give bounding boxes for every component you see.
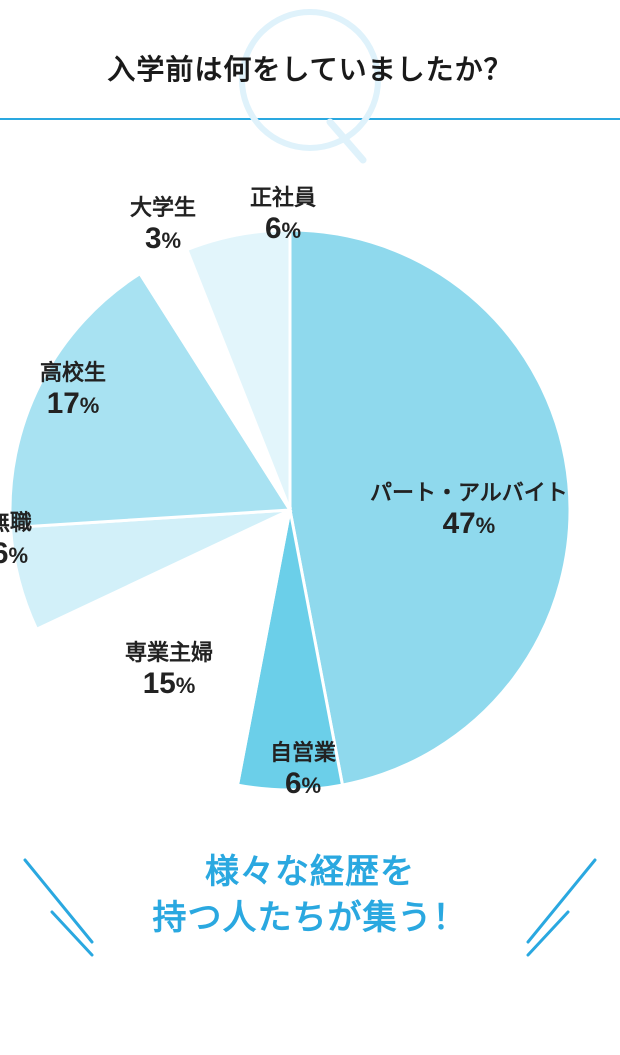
slogan-line2: 持つ人たちが集う！ <box>153 899 468 937</box>
slice-pct: 15% <box>125 666 213 702</box>
slice-pct: 17% <box>40 386 106 422</box>
slice-name: 自営業 <box>270 740 336 766</box>
emphasis-lines-left-icon <box>10 850 100 960</box>
header: 入学前は何をしていましたか？ <box>0 0 620 120</box>
slice-name: 無職 <box>0 510 32 536</box>
slice-pct: 3% <box>130 221 196 257</box>
footer: 様々な経歴を 持つ人たちが集う！ <box>0 850 620 942</box>
slogan-line1: 様々な経歴を <box>205 853 415 891</box>
slice-pct: 6% <box>0 536 32 572</box>
slice-label: 自営業6% <box>270 740 336 802</box>
slice-name: 専業主婦 <box>125 640 213 666</box>
slice-name: 正社員 <box>250 185 316 211</box>
page-title: 入学前は何をしていましたか？ <box>0 48 620 88</box>
slice-label: 無職6% <box>0 510 32 572</box>
slice-pct: 47% <box>370 506 568 542</box>
slice-label: 専業主婦15% <box>125 640 213 702</box>
slice-label: 正社員6% <box>250 185 316 247</box>
slice-name: 大学生 <box>130 195 196 221</box>
slice-pct: 6% <box>250 211 316 247</box>
title-underline <box>0 118 620 120</box>
slice-label: パート・アルバイト47% <box>370 480 568 542</box>
pie-chart: パート・アルバイト47%自営業6%専業主婦15%無職6%高校生17%大学生3%正… <box>0 210 620 810</box>
slice-name: パート・アルバイト <box>370 480 568 506</box>
emphasis-lines-right-icon <box>520 850 610 960</box>
slice-pct: 6% <box>270 766 336 802</box>
slice-name: 高校生 <box>40 360 106 386</box>
slice-label: 大学生3% <box>130 195 196 257</box>
slogan: 様々な経歴を 持つ人たちが集う！ <box>153 850 468 942</box>
slice-label: 高校生17% <box>40 360 106 422</box>
